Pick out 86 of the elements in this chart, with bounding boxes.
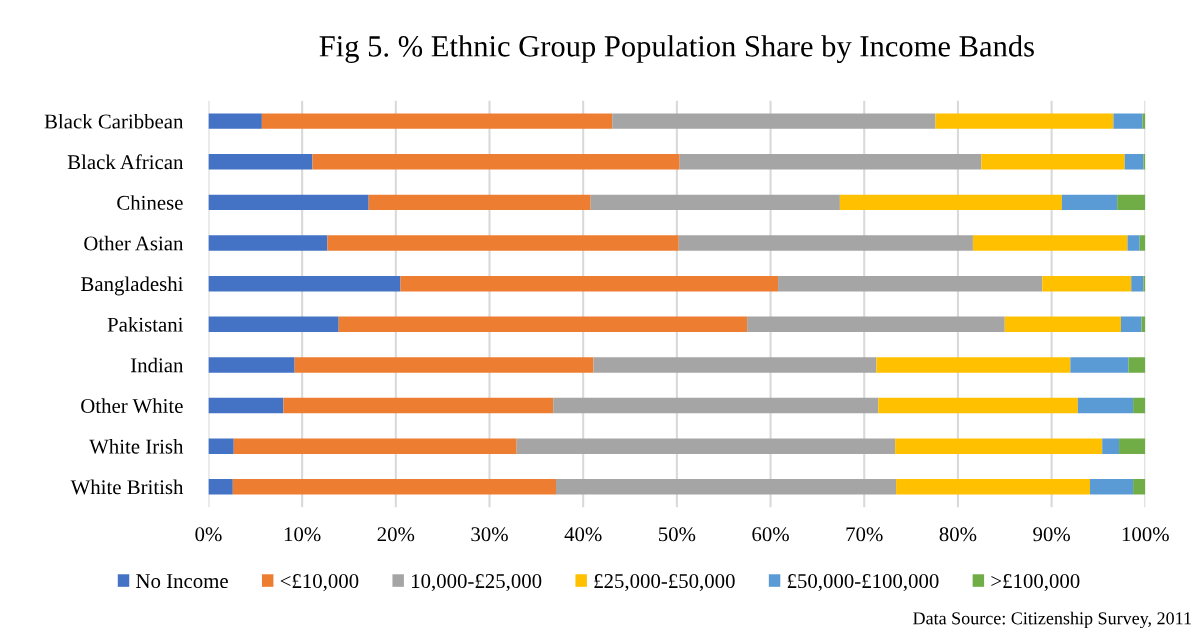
y-tick-label: Black African	[67, 154, 184, 170]
bar	[896, 479, 1091, 495]
bar	[208, 316, 339, 333]
bar	[400, 275, 779, 292]
bar	[312, 154, 680, 170]
y-tick-label: Black Caribbean	[44, 113, 184, 129]
bar	[1119, 438, 1146, 454]
bar	[839, 194, 1062, 211]
bar	[368, 194, 591, 211]
bar	[1124, 154, 1144, 170]
bar	[878, 397, 1078, 414]
x-tick-label: 30%	[471, 527, 508, 542]
bar	[612, 113, 936, 129]
legend-label: 10,000-£25,000	[412, 574, 542, 592]
bar	[1113, 113, 1143, 129]
bar	[1042, 275, 1132, 292]
bar	[1128, 357, 1146, 373]
bar	[1133, 397, 1146, 414]
chart-title: Fig 5. % Ethnic Group Population Share by Income Bands	[319, 35, 1034, 63]
bar	[1139, 235, 1146, 251]
bar	[590, 194, 840, 211]
bar	[895, 438, 1103, 454]
bar	[294, 357, 594, 373]
x-tick-label: 50%	[658, 527, 696, 542]
x-tick-label: 60%	[752, 527, 789, 542]
bar	[1004, 316, 1121, 333]
y-tick-label: White Irish	[89, 438, 184, 454]
bar	[1102, 438, 1120, 454]
bar	[327, 235, 679, 251]
bar	[208, 194, 369, 211]
y-tick-label: Other White	[81, 398, 183, 414]
y-tick-label: Chinese	[117, 195, 183, 210]
bar	[516, 438, 896, 454]
bar	[1133, 479, 1146, 495]
y-tick-label: Pakistani	[107, 317, 184, 332]
bar	[208, 397, 284, 414]
y-tick-label: Bangladeshi	[81, 276, 184, 296]
source-note: Data Source: Citizenship Survey, 2011	[913, 611, 1191, 629]
bar	[283, 397, 554, 414]
bar	[1090, 479, 1134, 495]
bar	[208, 275, 401, 292]
bar	[261, 113, 613, 129]
bar	[981, 154, 1125, 170]
bar	[1077, 397, 1134, 414]
bar	[208, 438, 234, 454]
x-tick-label: 20%	[377, 527, 415, 542]
x-tick-label: 10%	[284, 527, 321, 542]
x-tick-label: 40%	[564, 527, 602, 542]
x-tick-label: 80%	[939, 527, 977, 542]
bar	[208, 479, 233, 495]
bar	[876, 357, 1071, 373]
bar	[972, 235, 1128, 251]
bar	[747, 316, 1005, 333]
x-tick-label: 70%	[846, 527, 883, 542]
y-tick-label: Indian	[130, 357, 184, 373]
bar	[1127, 235, 1140, 251]
x-tick-label: 90%	[1033, 527, 1070, 542]
bar	[1061, 194, 1118, 211]
x-tick-label: 0%	[195, 527, 222, 542]
bar	[553, 397, 879, 414]
bar	[1142, 113, 1146, 129]
bar	[1070, 357, 1129, 373]
legend-label: £50,000-£100,000	[787, 574, 939, 592]
x-tick-label: 100%	[1122, 527, 1169, 542]
bar	[338, 316, 748, 333]
bar	[208, 235, 328, 251]
legend-label: <£10,000	[280, 574, 359, 592]
legend-label: £25,000-£50,000	[594, 574, 735, 592]
bar	[679, 154, 982, 170]
bar	[593, 357, 877, 373]
bar	[556, 479, 897, 495]
bar	[208, 154, 313, 170]
bar	[208, 357, 295, 373]
legend-label: >£100,000	[991, 574, 1080, 592]
bar	[778, 275, 1043, 292]
bar	[233, 438, 517, 454]
bar	[1131, 275, 1144, 292]
bar	[1117, 194, 1146, 211]
legend-label: No Income	[136, 574, 228, 589]
bar	[232, 479, 557, 495]
bar	[935, 113, 1114, 129]
y-tick-label: Other Asian	[84, 235, 184, 251]
bar	[1120, 316, 1142, 333]
y-tick-label: White British	[70, 479, 184, 495]
bar	[678, 235, 973, 251]
bar	[208, 113, 262, 129]
